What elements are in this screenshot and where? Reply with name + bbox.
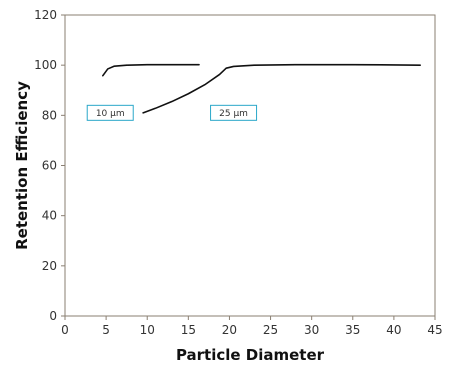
- x-tick-label: 40: [386, 323, 401, 337]
- x-tick-label: 10: [140, 323, 155, 337]
- annotation-text: 25 µm: [219, 109, 248, 119]
- annotation-label: 25 µm: [210, 104, 258, 121]
- x-tick-label: 45: [427, 323, 442, 337]
- x-tick-label: 35: [345, 323, 360, 337]
- axes: [64, 14, 436, 317]
- y-tick-label: 60: [42, 159, 57, 173]
- x-tick-label: 20: [222, 323, 237, 337]
- x-tick-label: 0: [61, 323, 69, 337]
- y-tick-label: 0: [49, 309, 57, 323]
- series-line-2: [142, 63, 421, 114]
- y-tick-label: 120: [34, 8, 57, 22]
- plot-frame: [64, 14, 436, 317]
- x-tick-label: 5: [102, 323, 110, 337]
- x-axis-title: Particle Diameter: [176, 346, 325, 364]
- x-tick-label: 30: [304, 323, 319, 337]
- series-line-1: [102, 63, 200, 77]
- y-axis-title: Retention Efficiency: [13, 81, 31, 250]
- series-lines: [102, 63, 421, 114]
- annotation-label: 10 µm: [86, 104, 134, 121]
- x-tick-label: 25: [263, 323, 278, 337]
- y-tick-label: 100: [34, 58, 57, 72]
- annotation-box: [210, 104, 258, 121]
- x-axis-ticks: 0 5 10 15 20 25 30 35 40 45: [61, 316, 443, 337]
- y-tick-label: 20: [42, 259, 57, 273]
- x-tick-label: 15: [181, 323, 196, 337]
- annotation-box: [86, 104, 134, 121]
- annotations: 10 µm 25 µm: [86, 104, 258, 121]
- annotation-text: 10 µm: [96, 109, 125, 119]
- y-axis-ticks: 0 20 40 60 80 100 120: [34, 8, 65, 323]
- y-tick-label: 40: [42, 209, 57, 223]
- y-tick-label: 80: [42, 108, 57, 122]
